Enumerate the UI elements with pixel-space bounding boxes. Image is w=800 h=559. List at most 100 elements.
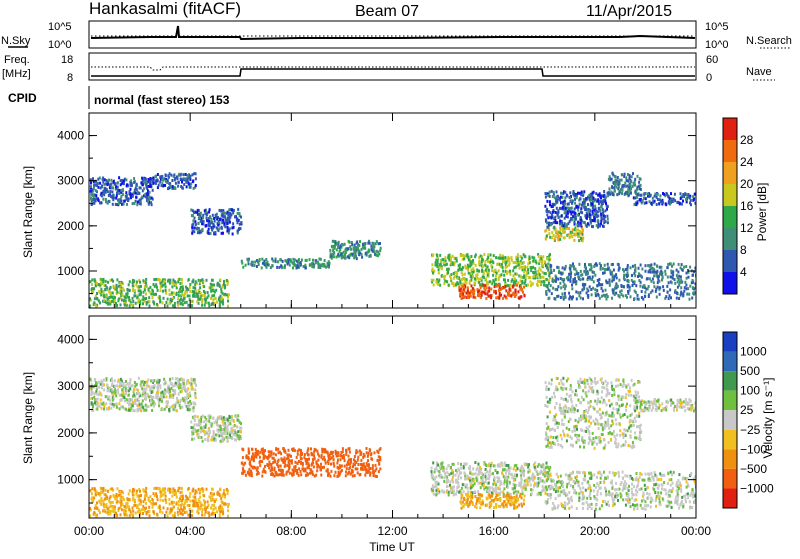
echo-cell-7-101: [518, 296, 520, 299]
echo-cell-0-443: [105, 493, 107, 496]
echo-cell-0-365: [118, 494, 120, 497]
echo-cell-0-379: [224, 293, 226, 296]
echo-cell-1-355: [176, 397, 178, 400]
echo-cell-7-120: [458, 286, 460, 289]
echo-cell-3-121: [205, 224, 207, 227]
echo-cell-6-330: [481, 258, 483, 261]
echo-cell-0-329: [191, 304, 193, 307]
echo-cell-12-477: [680, 294, 682, 297]
echo-cell-0-513: [179, 487, 181, 490]
echo-cell-1-273: [146, 196, 148, 199]
echo-cell-6-483: [524, 255, 526, 258]
echo-cell-9-252: [546, 210, 548, 213]
echo-cell-0-343: [181, 290, 183, 293]
echo-cell-6-371: [432, 253, 434, 256]
echo-cell-0-349: [171, 501, 173, 504]
echo-cell-10-70: [625, 176, 627, 179]
echo-cell-5-143: [353, 247, 355, 250]
echo-cell-12-69: [638, 267, 640, 270]
echo-cell-0-166: [171, 495, 173, 498]
echo-cell-1-245: [129, 193, 131, 196]
echo-cell-1-234: [165, 395, 167, 398]
echo-cell-3-26: [206, 216, 208, 219]
echo-cell-6-359: [539, 273, 541, 276]
echo-cell-3-201: [203, 220, 205, 223]
echo-cell-3-165: [221, 209, 223, 212]
echo-cell-1-515: [98, 381, 100, 384]
echo-cell-0-478: [103, 299, 105, 302]
echo-cell-0-479: [101, 487, 103, 490]
echo-cell-0-494: [174, 280, 176, 283]
echo-cell-1-502: [186, 395, 188, 398]
echo-cell-2-166: [224, 425, 226, 428]
echo-cell-1-283: [144, 178, 146, 181]
echo-cell-1-426: [128, 394, 130, 397]
echo-cell-4-27: [277, 260, 279, 263]
echo-cell-6-310: [523, 266, 525, 269]
echo-cell-4-94: [309, 263, 311, 266]
echo-cell-1-447: [161, 391, 163, 394]
echo-cell-0-445: [100, 282, 102, 285]
echo-cell-0-360: [169, 302, 171, 305]
echo-cell-10-111: [640, 184, 642, 187]
echo-cell-0-418: [159, 510, 161, 513]
echo-cell-0-423: [112, 292, 114, 295]
echo-cell-6-105: [481, 261, 483, 264]
echo-cell-12-353: [586, 291, 588, 294]
echo-cell-0-180: [174, 302, 176, 305]
echo-cell-9-299: [583, 201, 585, 204]
echo-cell-1-179: [98, 386, 100, 389]
echo-cell-6-453: [433, 283, 435, 286]
echo-cell-0-230: [222, 511, 224, 514]
echo-cell-12-384: [660, 270, 662, 273]
echo-cell-6-134: [432, 271, 434, 274]
echo-cell-6-516: [446, 280, 448, 283]
echo-cell-0-435: [95, 515, 97, 518]
echo-cell-1-251: [113, 181, 115, 184]
echo-cell-0-421: [118, 298, 120, 301]
echo-cell-6-379: [498, 269, 500, 272]
echo-cell-6-501: [508, 264, 510, 267]
echo-cell-2-174: [196, 432, 198, 435]
echo-cell-1-319: [179, 404, 181, 407]
echo-cell-1-464: [128, 409, 130, 412]
echo-cell-5-131: [336, 242, 338, 245]
echo-cell-10-112: [614, 190, 616, 193]
echo-cell-11-102: [657, 198, 659, 201]
echo-cell-0-378: [109, 497, 111, 500]
echo-cell-3-195: [306, 462, 308, 465]
echo-cell-0-263: [122, 496, 124, 499]
echo-cell-5-129: [351, 253, 353, 256]
echo-cell-3-128: [227, 213, 229, 216]
echo-cell-0-517: [186, 288, 188, 291]
echo-cell-0-347: [207, 291, 209, 294]
echo-cell-1-215: [135, 196, 137, 199]
echo-cell-2-190: [220, 428, 222, 431]
echo-cell-2-51: [167, 187, 169, 190]
echo-cell-1-261: [120, 405, 122, 408]
echo-cell-0-361: [116, 497, 118, 500]
echo-cell-0-272: [195, 290, 197, 293]
echo-cell-1-385: [125, 392, 127, 395]
echo-cell-9-290: [593, 213, 595, 216]
echo-cell-2-154: [225, 436, 227, 439]
echo-cell-1-79: [132, 202, 134, 205]
echo-cell-6-206: [446, 263, 448, 266]
echo-cell-9-304: [567, 212, 569, 215]
echo-cell-1-391: [173, 390, 175, 393]
echo-cell-11-2: [644, 202, 646, 205]
echo-cell-3-141: [216, 226, 218, 229]
echo-cell-6-22: [507, 279, 509, 282]
echo-cell-1-461: [141, 387, 143, 390]
echo-cell-11-19: [656, 203, 658, 206]
echo-cell-9-279: [583, 221, 585, 224]
echo-cell-12-365: [686, 277, 688, 280]
echo-cell-12-482: [678, 275, 680, 278]
echo-cell-2-65: [181, 181, 183, 184]
echo-cell-12-519: [547, 284, 549, 287]
echo-cell-0-311: [210, 507, 212, 510]
echo-cell-0-458: [142, 488, 144, 491]
echo-cell-6-64: [517, 253, 519, 256]
echo-cell-6-485: [474, 282, 476, 285]
echo-cell-1-493: [170, 387, 172, 390]
